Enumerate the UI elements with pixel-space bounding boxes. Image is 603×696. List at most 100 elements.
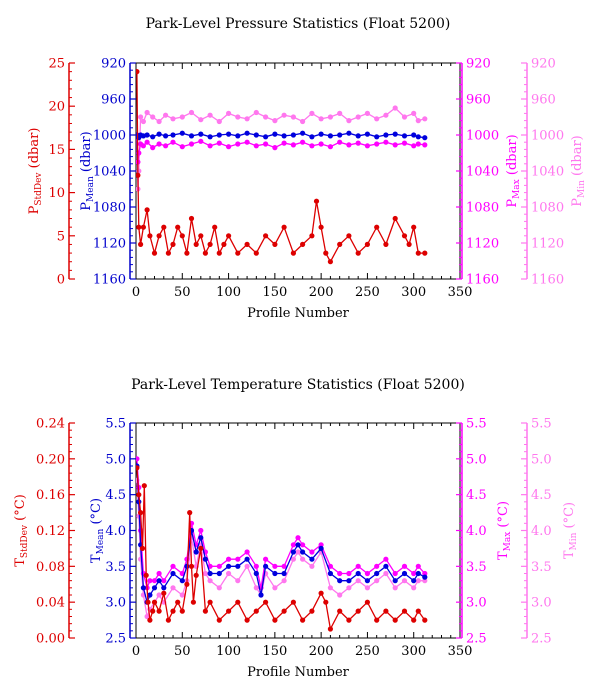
y-label-subscript: Mean <box>96 528 106 554</box>
y-tick-label-std: 15 <box>48 143 65 158</box>
data-point-mean <box>281 570 287 577</box>
data-point-mean <box>300 549 306 555</box>
data-point-min <box>140 118 146 125</box>
y-label-subscript: Min <box>569 532 579 550</box>
data-point-std <box>139 545 146 552</box>
y-tick-label-std: 0.12 <box>36 524 65 539</box>
y-tick-label-mean: 5.0 <box>105 452 126 467</box>
y-tick-label-mean: 5.5 <box>105 417 126 432</box>
data-point-min <box>411 110 417 116</box>
data-point-mean <box>179 578 185 584</box>
data-point-mean <box>244 556 250 562</box>
data-point-std <box>216 617 222 623</box>
data-point-std <box>140 224 146 230</box>
data-point-max <box>346 142 352 148</box>
x-tick-label: 200 <box>309 644 334 659</box>
y-tick-label-max: 1160 <box>466 273 499 288</box>
data-point-min <box>179 114 185 120</box>
data-point-min <box>337 110 343 116</box>
data-point-min <box>263 114 269 120</box>
data-point-std <box>198 233 204 239</box>
data-point-max <box>337 139 343 145</box>
y-label-symbol: T <box>89 554 104 563</box>
data-point-std <box>392 617 398 623</box>
data-point-mean <box>295 542 301 548</box>
data-point-min <box>295 549 301 555</box>
data-point-std <box>212 224 218 230</box>
data-point-mean <box>150 134 156 140</box>
y-label-unit: (dbar) <box>79 131 94 176</box>
y-tick-label-std: 5 <box>57 229 65 244</box>
data-point-std <box>138 509 144 516</box>
data-point-min <box>374 116 380 122</box>
y-tick-label-min: 1120 <box>531 237 564 252</box>
y-tick-label-min: 1160 <box>531 273 564 288</box>
data-point-std <box>415 608 421 614</box>
data-point-max <box>281 563 287 569</box>
data-point-std <box>170 608 176 614</box>
data-point-std <box>383 241 389 247</box>
y-label-subscript: StdDev <box>34 172 44 206</box>
data-point-mean <box>300 130 306 136</box>
y-axis-label-max: PMax (dbar) <box>505 134 522 207</box>
data-point-min <box>136 168 142 174</box>
y-label-subscript: Min <box>577 180 587 198</box>
data-point-std <box>337 241 343 247</box>
data-point-mean <box>156 578 162 584</box>
data-point-mean <box>337 132 343 138</box>
data-point-max <box>198 138 204 144</box>
data-point-mean <box>244 130 250 136</box>
data-point-std <box>221 241 227 247</box>
data-point-max <box>318 141 324 147</box>
y-axis-label-std: TStdDev (°C) <box>13 494 30 567</box>
y-label-unit: (°C) <box>13 494 28 525</box>
y-label-symbol: P <box>79 202 94 211</box>
data-point-std <box>150 608 156 614</box>
data-point-std <box>422 617 428 623</box>
data-layer <box>136 456 428 632</box>
y-tick-label-min: 1080 <box>531 201 564 216</box>
y-label-symbol: P <box>505 199 520 208</box>
data-point-std <box>145 599 151 605</box>
data-point-std <box>179 233 185 239</box>
data-point-std <box>193 241 199 247</box>
data-point-std <box>272 241 278 247</box>
data-point-min <box>244 563 250 569</box>
data-point-mean <box>170 132 176 138</box>
y-label-unit: (°C) <box>496 501 511 532</box>
x-tick-label: 150 <box>262 285 287 300</box>
y-tick-label-std: 0.00 <box>36 632 65 647</box>
data-point-std <box>138 241 144 247</box>
data-point-min <box>226 570 232 577</box>
data-point-min <box>207 578 213 584</box>
data-point-std <box>136 224 142 230</box>
x-tick-label: 200 <box>309 285 334 300</box>
data-point-max <box>170 563 176 569</box>
data-point-std <box>290 250 296 256</box>
y-label-symbol: T <box>13 558 28 567</box>
data-point-max <box>253 143 259 149</box>
data-point-mean <box>364 131 370 137</box>
data-point-mean <box>198 131 204 137</box>
data-point-std <box>170 241 176 247</box>
data-point-std <box>383 608 389 614</box>
y-tick-label-min: 4.5 <box>531 488 552 503</box>
data-point-max <box>263 556 269 562</box>
y-tick-label-std: 0.16 <box>36 488 65 503</box>
data-point-max <box>263 141 269 147</box>
data-point-min <box>337 592 343 598</box>
data-point-max <box>411 143 417 149</box>
data-point-std <box>207 241 213 247</box>
data-point-mean <box>144 132 150 138</box>
data-point-std <box>147 617 153 623</box>
y-tick-label-mean: 4.5 <box>105 488 126 503</box>
data-point-max <box>161 578 167 584</box>
data-point-min <box>355 578 361 584</box>
data-point-max <box>290 542 296 548</box>
data-point-max <box>235 556 241 562</box>
data-point-max <box>140 143 146 149</box>
data-point-max <box>207 143 213 149</box>
data-point-std <box>327 626 333 632</box>
y-tick-label-min: 2.5 <box>531 632 552 647</box>
data-point-mean <box>309 134 315 140</box>
